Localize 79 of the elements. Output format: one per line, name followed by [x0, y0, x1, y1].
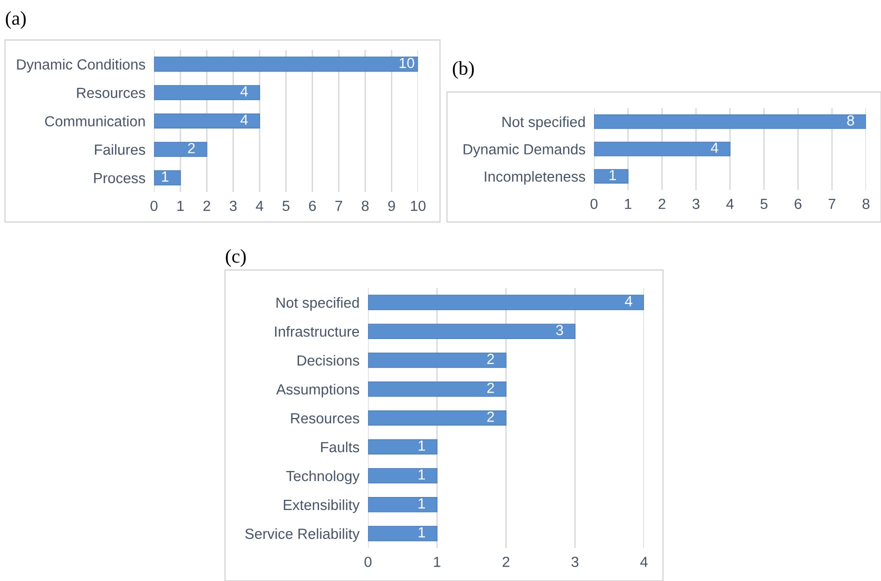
bar — [154, 113, 260, 129]
data-label: 1 — [418, 440, 425, 451]
bar — [368, 352, 506, 368]
y-tick-label: Faults — [321, 442, 360, 452]
x-tick-label: 4 — [256, 200, 264, 211]
data-label: 8 — [847, 115, 854, 126]
bar — [368, 526, 438, 542]
y-tick-label: Failures — [95, 144, 146, 155]
y-tick-label: Service Reliability — [245, 528, 360, 542]
x-tick-label: 3 — [230, 200, 237, 212]
x-tick-label: 7 — [335, 200, 342, 211]
bar — [594, 114, 866, 129]
x-tick-label: 10 — [411, 200, 426, 212]
data-label: 4 — [240, 86, 248, 96]
data-label: 10 — [400, 58, 414, 68]
y-tick-label: Not specified — [276, 297, 359, 311]
y-tick-label: Resources — [291, 413, 360, 424]
data-label: 1 — [418, 527, 425, 538]
y-tick-label: Incompleteness — [484, 171, 586, 185]
data-label: 1 — [418, 470, 425, 480]
bar — [154, 85, 260, 100]
x-tick-label: 6 — [309, 200, 316, 212]
x-tick-label: 8 — [862, 198, 870, 210]
bar — [368, 410, 506, 426]
y-tick-label: Extensibility — [284, 499, 360, 513]
x-tick-label: 1 — [625, 198, 632, 209]
chart-title: (a) — [6, 11, 26, 29]
x-tick-label: 3 — [572, 556, 578, 568]
data-label: 1 — [418, 498, 425, 508]
y-tick-label: Technology — [286, 470, 360, 484]
bar — [154, 142, 208, 157]
bar — [368, 294, 644, 310]
data-label: 2 — [487, 354, 494, 364]
x-tick-label: 2 — [502, 556, 510, 567]
x-tick-label: 4 — [726, 198, 734, 209]
bar — [368, 381, 506, 397]
y-tick-label: Decisions — [298, 354, 360, 366]
x-tick-label: 6 — [794, 198, 802, 210]
y-tick-label: Process — [94, 173, 146, 184]
data-label: 4 — [710, 142, 718, 153]
y-tick-label: Resources — [77, 88, 146, 98]
x-tick-label: 1 — [434, 556, 440, 567]
y-tick-label: Infrastructure — [275, 326, 360, 337]
x-tick-label: 4 — [640, 556, 648, 567]
chart-title: (c) — [226, 249, 246, 267]
bar — [368, 497, 438, 512]
data-label: 4 — [240, 114, 248, 125]
data-label: 1 — [162, 172, 168, 182]
y-tick-label: Dynamic Demands — [464, 144, 586, 158]
y-tick-label: Communication — [45, 116, 145, 126]
x-tick-label: 3 — [692, 198, 700, 210]
bar — [594, 169, 628, 184]
bar — [368, 439, 438, 455]
data-label: 2 — [188, 142, 195, 154]
data-label: 2 — [487, 412, 494, 422]
x-tick-label: 5 — [760, 198, 768, 210]
x-tick-label: 0 — [150, 200, 158, 212]
y-tick-label: Not specified — [502, 116, 585, 130]
x-tick-label: 2 — [203, 200, 210, 211]
data-label: 1 — [610, 170, 616, 180]
x-tick-label: 2 — [658, 198, 666, 209]
x-tick-label: 0 — [364, 556, 372, 568]
bar — [594, 142, 730, 156]
bar — [368, 324, 576, 339]
chart-title: (b) — [452, 61, 474, 79]
bar — [368, 468, 438, 484]
x-tick-label: 7 — [828, 198, 836, 209]
data-label: 4 — [624, 296, 632, 306]
data-label: 2 — [487, 382, 494, 393]
x-tick-label: 1 — [177, 200, 184, 211]
y-tick-label: Dynamic Conditions — [17, 58, 146, 73]
bar — [154, 56, 418, 72]
x-tick-label: 9 — [388, 200, 395, 212]
x-tick-label: 5 — [282, 200, 290, 212]
x-tick-label: 0 — [590, 198, 598, 210]
y-tick-label: Assumptions — [276, 384, 360, 398]
bar — [154, 170, 181, 186]
x-tick-label: 8 — [362, 200, 369, 212]
data-label: 3 — [556, 324, 564, 336]
